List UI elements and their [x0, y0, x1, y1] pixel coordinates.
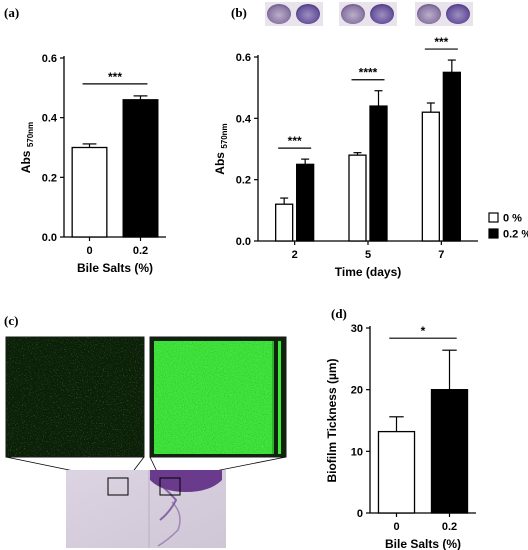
bar-day2-s0	[275, 203, 294, 242]
well-day7-control	[417, 4, 441, 24]
x-axis-label: Bile Salts (%)	[385, 537, 461, 550]
y-tick-label: 0.6	[236, 52, 251, 64]
stained-plate-photo	[66, 470, 226, 548]
x-axis-label: Bile Salts (%)	[77, 261, 153, 275]
y-tick-label: 0.6	[42, 53, 57, 65]
panel-label-c: (c)	[4, 313, 18, 328]
confocal-image-bile-salts	[149, 336, 287, 458]
chart-d: 0 10 20 30 0 0.2 * Bile Salts (%) Biofilm Tickne…	[325, 323, 476, 550]
chart-a: 0.0 0.2 0.4 0.6 0 0.2 *** Bile Salts (%) Abs 570…	[19, 53, 166, 275]
x-tick-label: 5	[365, 249, 371, 261]
bar-0	[71, 146, 108, 238]
y-tick-label: 30	[351, 323, 363, 335]
chart-b: 0.0 0.2 0.4 0.6 2 *** 5 **** 7 *** Time (days) Abs …	[213, 35, 528, 279]
panel-c	[5, 336, 287, 548]
x-tick-label: 0.2	[442, 521, 457, 533]
legend-swatch-0	[488, 212, 499, 223]
well-photo-day7	[415, 2, 473, 26]
y-tick-label: 0.4	[42, 113, 58, 125]
x-tick-label: 0.2	[133, 245, 148, 257]
y-tick-label: 0.4	[236, 113, 252, 125]
confocal-image-control	[5, 336, 145, 458]
bar-0	[377, 430, 416, 514]
x-axis-label: Time (days)	[335, 265, 401, 279]
significance-label: ***	[434, 35, 448, 49]
x-tick-label: 7	[438, 249, 444, 261]
well-day5-bile	[370, 4, 394, 24]
legend-label-1: 0.2 %	[503, 229, 528, 241]
legend-swatch-1	[488, 228, 499, 239]
legend-label-0: 0 %	[503, 213, 522, 225]
bar-day2-s1	[296, 163, 315, 242]
significance-label: *	[421, 324, 426, 338]
y-tick-label: 0.0	[236, 236, 251, 248]
well-day2-bile	[296, 4, 320, 24]
well-day2-control	[267, 4, 291, 24]
x-tick-label: 0	[86, 245, 92, 257]
well-photos	[265, 2, 473, 26]
y-tick-label: 0.2	[42, 172, 57, 184]
bar-day7-s0	[421, 111, 440, 242]
well-day7-bile	[446, 4, 470, 24]
y-axis-label: Abs 570nm	[213, 123, 229, 174]
panel-label-a: (a)	[4, 5, 19, 20]
x-tick-label: 2	[292, 249, 298, 261]
bar-day5-s1	[369, 105, 388, 242]
significance-label: ***	[288, 134, 302, 148]
panel-label-d: (d)	[331, 306, 347, 321]
zoom-box-bile-salts	[159, 477, 181, 496]
y-tick-label: 10	[351, 446, 363, 458]
bar-0.2	[430, 389, 469, 514]
y-tick-label: 20	[351, 385, 363, 397]
well-day5-control	[341, 4, 365, 24]
significance-label: ****	[359, 66, 378, 80]
bar-day5-s0	[348, 154, 367, 242]
y-tick-label: 0.0	[42, 232, 57, 244]
panel-label-b: (b)	[231, 5, 247, 20]
y-tick-label: 0.2	[236, 175, 251, 187]
x-tick-label: 0	[393, 521, 399, 533]
bar-0.2	[122, 99, 159, 238]
y-axis-label: Biofilm Tickness (µm)	[325, 358, 339, 482]
y-axis-label: Abs 570nm	[19, 122, 35, 173]
bar-day7-s1	[442, 71, 461, 242]
y-tick-label: 0	[357, 508, 363, 520]
well-photo-day2	[265, 2, 323, 26]
zoom-box-control	[107, 477, 129, 496]
well-photo-day5	[339, 2, 397, 26]
significance-label: ***	[108, 70, 122, 84]
